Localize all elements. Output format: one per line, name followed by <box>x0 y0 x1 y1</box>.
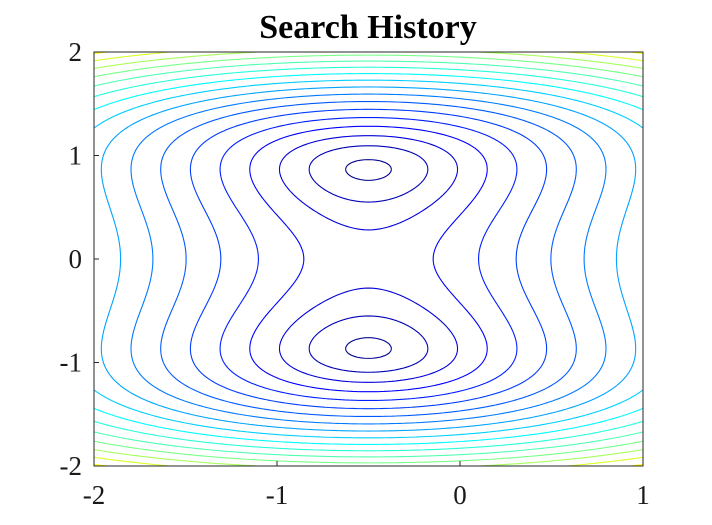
x-tick-label: 1 <box>636 480 650 510</box>
contour-line <box>94 52 643 466</box>
x-tick-label: -1 <box>266 480 289 510</box>
contour-line <box>130 93 607 425</box>
contour-line <box>94 66 643 452</box>
plot-area <box>94 52 643 466</box>
contour-line <box>100 86 637 432</box>
contour-line <box>278 135 459 383</box>
contour-line <box>345 159 392 359</box>
contour-line <box>249 125 488 393</box>
x-tick-label: -2 <box>83 480 106 510</box>
x-axis: -2 -1 0 1 <box>83 461 650 510</box>
y-tick-label: -2 <box>60 451 83 481</box>
contour-line <box>94 73 643 445</box>
y-tick-label: 1 <box>69 141 83 171</box>
y-tick-label: 0 <box>69 244 83 274</box>
y-tick-label: 2 <box>69 37 83 67</box>
y-axis: 2 1 0 -1 -2 <box>60 37 99 481</box>
y-tick-label: -1 <box>60 348 83 378</box>
contour-line <box>219 117 518 401</box>
contour-line <box>160 100 577 418</box>
x-tick-label: 0 <box>453 480 467 510</box>
contour-line <box>94 52 643 466</box>
contour-line <box>308 145 429 373</box>
contour-line <box>94 60 643 458</box>
chart-title: Search History <box>259 9 477 46</box>
contour-line <box>189 108 548 410</box>
contour-line <box>94 54 643 464</box>
contour-line <box>94 79 643 439</box>
